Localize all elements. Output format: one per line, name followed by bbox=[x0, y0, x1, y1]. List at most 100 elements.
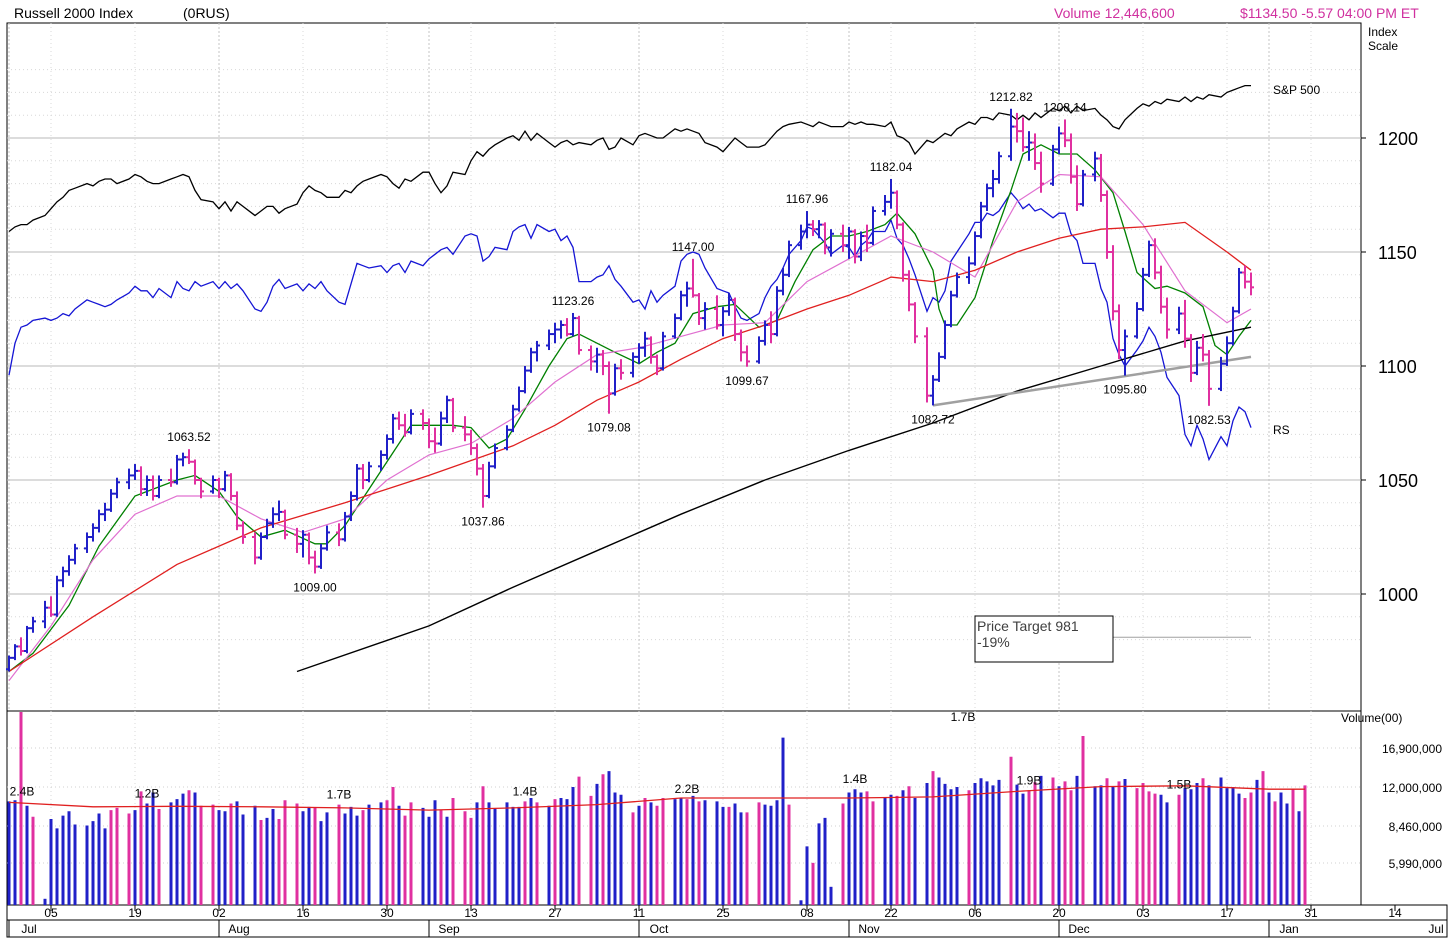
price-bar bbox=[270, 507, 276, 528]
price-bar bbox=[312, 550, 318, 574]
price-bar bbox=[768, 311, 774, 344]
price-bar bbox=[72, 543, 78, 565]
chart-header: Russell 2000 Index (0RUS) Volume 12,446,… bbox=[14, 5, 1419, 21]
price-annotation: 1208.14 bbox=[1043, 100, 1087, 114]
price-bar bbox=[804, 211, 810, 239]
price-bar bbox=[576, 315, 582, 355]
price-bar bbox=[108, 489, 114, 512]
price-bar bbox=[354, 464, 360, 501]
price-bar bbox=[192, 459, 198, 485]
price-bar bbox=[1026, 131, 1032, 161]
volume-annotation: 1.5B bbox=[1167, 778, 1192, 792]
price-bar bbox=[378, 450, 384, 471]
price-bar bbox=[1236, 267, 1242, 314]
price-bar bbox=[678, 290, 684, 321]
month-label: Jan bbox=[1279, 922, 1298, 936]
price-bar bbox=[882, 195, 888, 216]
quote-readout: $1134.50 -5.57 04:00 PM ET bbox=[1240, 5, 1419, 21]
price-bar bbox=[240, 521, 246, 544]
price-bar bbox=[912, 302, 918, 344]
price-bar bbox=[936, 352, 942, 382]
price-bar bbox=[942, 320, 948, 360]
price-bars bbox=[6, 108, 1254, 672]
price-bar bbox=[972, 231, 978, 266]
price-bar bbox=[720, 306, 726, 337]
series-10-day-ma bbox=[8, 144, 1252, 673]
price-bar bbox=[702, 302, 708, 330]
price-bar bbox=[732, 297, 738, 341]
price-annotation: 1099.67 bbox=[725, 374, 769, 388]
price-bar bbox=[84, 532, 90, 553]
x-tick-label: 06 bbox=[968, 906, 982, 920]
price-bar bbox=[1110, 245, 1116, 321]
price-bar bbox=[102, 502, 108, 522]
price-bar bbox=[18, 637, 24, 656]
price-bar bbox=[396, 411, 402, 430]
x-tick-label: 14 bbox=[1388, 906, 1402, 920]
price-bar bbox=[780, 267, 786, 296]
price-bar bbox=[222, 470, 228, 492]
chart-annotations: 1063.52 1009.00 1037.86 1123.26 1079.08 1147.… bbox=[10, 83, 1321, 802]
price-bar bbox=[612, 363, 618, 396]
price-bar bbox=[570, 312, 576, 337]
series-200-day-ma bbox=[296, 326, 1252, 673]
x-tick-label: 19 bbox=[128, 906, 142, 920]
volume-moving-average bbox=[8, 785, 1305, 811]
price-annotation: 1063.52 bbox=[167, 430, 211, 444]
price-bar bbox=[1230, 306, 1236, 346]
x-axis-frame bbox=[6, 904, 1448, 938]
price-bar bbox=[600, 350, 606, 376]
volume-annotation: 2.4B bbox=[10, 784, 35, 798]
price-bar bbox=[660, 331, 666, 371]
price-bar bbox=[264, 518, 270, 540]
volume-annotation: 2.2B bbox=[675, 782, 700, 796]
price-bar bbox=[552, 322, 558, 344]
price-grid bbox=[7, 23, 1361, 711]
price-tick-label: 1150 bbox=[1378, 243, 1417, 263]
price-bar bbox=[12, 644, 18, 661]
price-bar bbox=[1116, 304, 1122, 360]
price-bar bbox=[696, 293, 702, 325]
price-annotation: 1212.82 bbox=[989, 90, 1033, 104]
x-tick-label: 22 bbox=[884, 906, 898, 920]
month-label: Sep bbox=[438, 922, 460, 936]
price-bar bbox=[1068, 133, 1074, 184]
price-bar bbox=[648, 336, 654, 364]
series-s-p-500 bbox=[8, 84, 1251, 233]
price-bar bbox=[30, 616, 36, 633]
price-bar bbox=[384, 434, 390, 460]
price-bar bbox=[48, 596, 54, 617]
price-bar bbox=[954, 272, 960, 298]
price-bar bbox=[426, 418, 432, 449]
volume-annotation: 1.9B bbox=[1017, 773, 1042, 787]
month-label: Jul bbox=[21, 922, 36, 936]
price-bar bbox=[528, 347, 534, 373]
price-annotation: 1037.86 bbox=[461, 515, 505, 529]
price-bar bbox=[1104, 190, 1110, 259]
volume-readout: Volume 12,446,600 bbox=[1054, 5, 1175, 21]
price-bar bbox=[888, 178, 894, 209]
x-axis: 0519021630132711250822062003173114281428… bbox=[8, 905, 1444, 937]
price-bar bbox=[714, 295, 720, 330]
x-tick-label: 11 bbox=[633, 906, 646, 920]
price-bar bbox=[96, 509, 102, 533]
y-axis: Index Scale Volume(00) 5,990,000 8,460,00… bbox=[1341, 25, 1442, 871]
series-rs bbox=[8, 191, 1252, 462]
price-bar bbox=[252, 532, 258, 565]
index-scale-label-1: Index bbox=[1368, 25, 1397, 39]
price-bar bbox=[546, 329, 552, 351]
price-bar bbox=[630, 352, 636, 378]
price-bar bbox=[54, 575, 60, 617]
price-bar bbox=[564, 318, 570, 337]
price-bar bbox=[534, 340, 540, 362]
price-bar bbox=[1032, 133, 1038, 170]
price-bar bbox=[1194, 340, 1200, 376]
price-bar bbox=[480, 464, 486, 508]
price-tick-label: 1100 bbox=[1378, 357, 1417, 377]
price-bar bbox=[450, 397, 456, 433]
chart-symbol: (0RUS) bbox=[183, 5, 230, 21]
volume-bars bbox=[7, 712, 1307, 905]
price-bar bbox=[486, 461, 492, 499]
price-bar bbox=[948, 290, 954, 328]
price-bar bbox=[282, 509, 288, 540]
